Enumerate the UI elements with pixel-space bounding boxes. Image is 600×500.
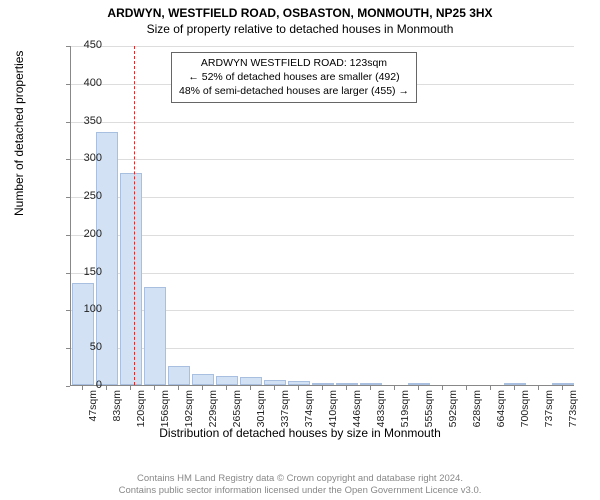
y-tick-mark [66, 159, 70, 160]
x-tick-mark [514, 386, 515, 390]
y-tick-label: 400 [72, 77, 102, 89]
bar [288, 381, 311, 385]
y-tick-label: 50 [72, 341, 102, 353]
y-tick-mark [66, 348, 70, 349]
footer: Contains HM Land Registry data © Crown c… [0, 473, 600, 497]
footer-line-2: Contains public sector information licen… [0, 485, 600, 497]
x-tick-mark [346, 386, 347, 390]
x-tick-mark [322, 386, 323, 390]
x-axis-label: Distribution of detached houses by size … [0, 426, 600, 440]
x-tick-mark [442, 386, 443, 390]
marker-line [134, 46, 135, 385]
bar [552, 383, 575, 385]
bar [216, 376, 239, 385]
x-tick-mark [370, 386, 371, 390]
x-tick-mark [466, 386, 467, 390]
x-tick-mark [274, 386, 275, 390]
bar [144, 287, 167, 385]
y-tick-label: 200 [72, 228, 102, 240]
x-tick-mark [226, 386, 227, 390]
page-title: ARDWYN, WESTFIELD ROAD, OSBASTON, MONMOU… [0, 6, 600, 20]
x-tick-mark [106, 386, 107, 390]
annotation-box: ARDWYN WESTFIELD ROAD: 123sqm ← 52% of d… [171, 52, 417, 103]
y-tick-mark [66, 273, 70, 274]
y-tick-label: 250 [72, 190, 102, 202]
bar [192, 374, 215, 385]
x-tick-mark [298, 386, 299, 390]
bar [72, 283, 95, 385]
bar [312, 383, 335, 385]
bar [168, 366, 191, 385]
y-tick-label: 100 [72, 303, 102, 315]
x-tick-mark [538, 386, 539, 390]
bar [336, 383, 359, 385]
x-tick-mark [178, 386, 179, 390]
x-tick-mark [418, 386, 419, 390]
y-tick-mark [66, 122, 70, 123]
x-tick-mark [154, 386, 155, 390]
annotation-line-3: 48% of semi-detached houses are larger (… [179, 84, 409, 98]
annotation-line-1: ARDWYN WESTFIELD ROAD: 123sqm [179, 56, 409, 70]
y-tick-mark [66, 310, 70, 311]
x-tick-mark [130, 386, 131, 390]
y-tick-mark [66, 197, 70, 198]
y-tick-label: 300 [72, 152, 102, 164]
y-tick-mark [66, 386, 70, 387]
histogram-chart: Number of detached properties ARDWYN WES… [40, 46, 580, 426]
y-tick-mark [66, 84, 70, 85]
y-tick-mark [66, 46, 70, 47]
y-axis-label: Number of detached properties [12, 51, 26, 216]
annotation-line-2: ← 52% of detached houses are smaller (49… [179, 70, 409, 84]
bar [120, 173, 143, 385]
x-tick-mark [562, 386, 563, 390]
page-subtitle: Size of property relative to detached ho… [0, 22, 600, 36]
y-tick-label: 350 [72, 115, 102, 127]
y-tick-mark [66, 235, 70, 236]
bar [504, 383, 527, 385]
plot-area: ARDWYN WESTFIELD ROAD: 123sqm ← 52% of d… [70, 46, 574, 386]
x-tick-mark [202, 386, 203, 390]
x-tick-mark [394, 386, 395, 390]
footer-line-1: Contains HM Land Registry data © Crown c… [0, 473, 600, 485]
x-tick-mark [490, 386, 491, 390]
y-tick-label: 450 [72, 39, 102, 51]
bar [360, 383, 383, 385]
bar [240, 377, 263, 385]
bar [408, 383, 431, 385]
x-tick-mark [250, 386, 251, 390]
x-tick-mark [82, 386, 83, 390]
bar [264, 380, 287, 385]
y-tick-label: 150 [72, 266, 102, 278]
